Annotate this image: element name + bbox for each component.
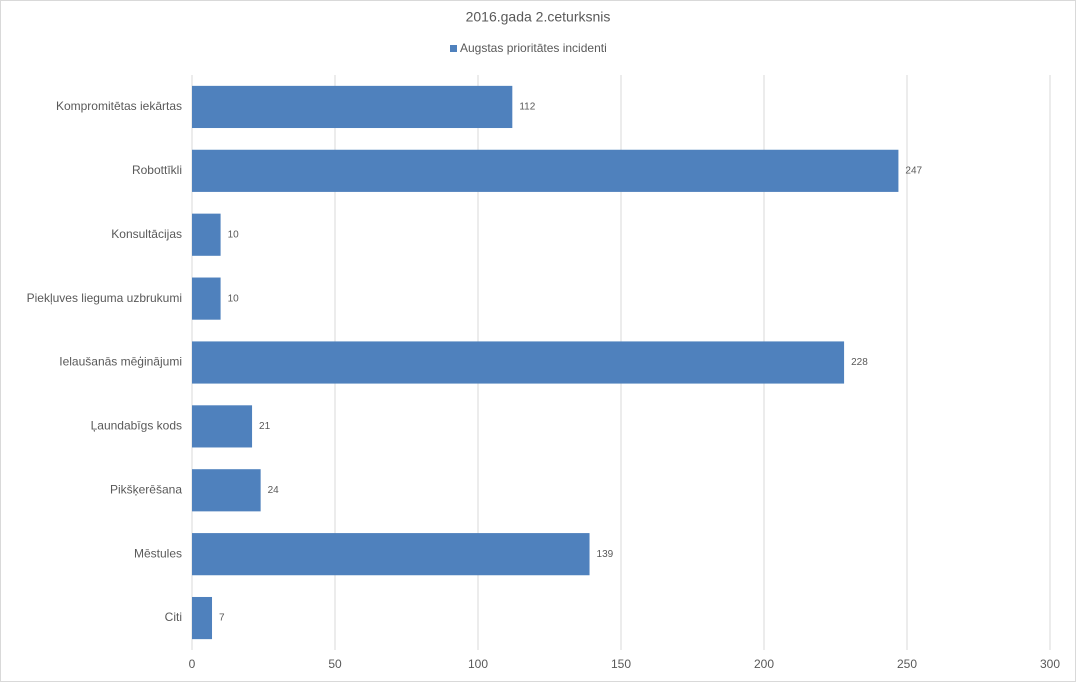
x-tick-label: 100	[468, 657, 488, 671]
y-tick-label: Mēstules	[134, 546, 182, 560]
bar	[192, 596, 213, 640]
data-label: 112	[519, 102, 535, 113]
x-tick-label: 300	[1040, 657, 1060, 671]
legend-swatch	[450, 45, 457, 52]
data-label: 247	[905, 165, 922, 176]
data-label: 228	[851, 357, 868, 368]
bar	[192, 341, 845, 384]
data-label: 10	[228, 229, 240, 240]
y-tick-label: Robottīkli	[132, 163, 182, 177]
data-label: 10	[228, 293, 240, 304]
bar	[192, 533, 590, 576]
data-label: 24	[268, 485, 280, 496]
data-label: 21	[259, 421, 271, 432]
x-tick-label: 50	[328, 657, 342, 671]
bar	[192, 405, 253, 448]
bar	[192, 85, 513, 129]
bar	[192, 213, 221, 256]
x-tick-label: 250	[897, 657, 917, 671]
y-tick-label: Kompromitētas iekārtas	[56, 99, 182, 113]
y-tick-label: Pikšķerēšana	[110, 482, 182, 496]
y-tick-label: Konsultācijas	[111, 227, 182, 241]
x-tick-label: 200	[754, 657, 774, 671]
bar	[192, 149, 899, 192]
y-tick-label: Citi	[165, 610, 182, 624]
data-label: 7	[219, 613, 225, 624]
y-tick-label: Piekļuves lieguma uzbrukumi	[27, 291, 182, 305]
bar	[192, 469, 261, 512]
chart-title: 2016.gada 2.ceturksnis	[466, 9, 611, 25]
data-label: 139	[597, 549, 614, 560]
x-tick-label: 0	[189, 657, 196, 671]
y-tick-label: Ļaundabīgs kods	[91, 419, 182, 433]
legend-label: Augstas prioritātes incidenti	[460, 41, 607, 55]
y-tick-label: Ielaušanās mēģinājumi	[59, 355, 182, 369]
x-tick-label: 150	[611, 657, 631, 671]
bar	[192, 277, 221, 320]
